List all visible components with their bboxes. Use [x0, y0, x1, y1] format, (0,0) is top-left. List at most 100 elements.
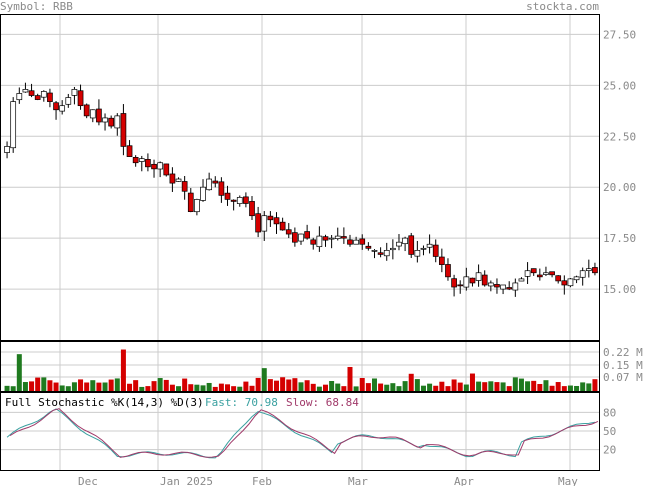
candle-body	[579, 270, 586, 278]
panel-frames	[0, 14, 600, 471]
candle-body	[377, 252, 384, 255]
stoch-tick-label: 50	[603, 425, 616, 438]
panel-frame	[0, 392, 600, 471]
candle-body	[341, 236, 347, 239]
volume-bar	[163, 379, 169, 391]
volume-bar	[329, 381, 335, 391]
volume-bar	[151, 381, 157, 391]
volume-bar	[145, 386, 151, 391]
volume-bar	[225, 384, 231, 391]
x-axis-labels: Dec Jan 2025 Feb Mar Apr May	[78, 475, 578, 486]
volume-bar	[555, 382, 561, 391]
y-axis-labels: 27.50 25.00 22.50 20.00 17.50 15.00 0.22 M0.15…	[603, 28, 643, 456]
candle-body	[292, 232, 298, 243]
candle-body	[365, 245, 372, 249]
x-tick-label: Mar	[348, 475, 368, 486]
candle-body	[83, 104, 90, 117]
candle-body	[163, 163, 170, 176]
candle-body	[230, 199, 237, 202]
candle-body	[451, 278, 457, 288]
x-tick-label: May	[558, 475, 578, 486]
candle-body	[347, 239, 353, 245]
candle-body	[536, 274, 543, 278]
volume-bar	[561, 386, 567, 391]
volume-bar	[255, 377, 261, 391]
candle-body	[175, 178, 182, 182]
volume-bar	[47, 380, 53, 391]
volume-bar	[402, 381, 408, 391]
candle-body	[206, 178, 212, 191]
volume-bar	[169, 384, 175, 391]
candle-body	[310, 239, 317, 245]
volume-bar	[335, 383, 341, 391]
candle-body	[414, 250, 421, 257]
candle-body	[475, 272, 482, 281]
candle-body	[138, 158, 145, 162]
candle-body	[457, 284, 464, 287]
candle-body	[22, 89, 29, 93]
candle-body	[567, 278, 574, 287]
volume-bar	[157, 378, 163, 391]
candle-body	[285, 229, 292, 235]
candle-body	[249, 201, 255, 217]
volume-bar	[78, 379, 84, 391]
candle-body	[151, 163, 157, 170]
volume-bar	[22, 382, 28, 391]
candle-body	[518, 278, 525, 282]
candle-body	[34, 95, 41, 100]
candle-body	[218, 181, 225, 196]
candle-body	[494, 284, 500, 288]
candle-body	[353, 239, 359, 245]
candle-body	[261, 215, 268, 232]
stoch-slow-line	[9, 408, 599, 458]
volume-bar	[414, 379, 420, 391]
volume-bar	[549, 385, 555, 391]
candle-body	[408, 235, 415, 255]
candle-body	[181, 181, 188, 192]
volume-bar	[580, 382, 586, 391]
volume-bar	[237, 386, 243, 391]
candle-body	[463, 276, 470, 288]
volume-bar	[384, 384, 390, 391]
volume-bar	[457, 382, 463, 391]
volume-bar	[280, 377, 286, 391]
volume-bar	[108, 379, 114, 391]
candle-body	[426, 243, 433, 248]
candle-body	[255, 213, 261, 233]
volume-bar	[408, 373, 414, 391]
symbol-label: Symbol: RBB	[0, 0, 73, 13]
panel-frame	[0, 341, 600, 392]
candle-body	[212, 180, 219, 184]
volume-bar	[59, 385, 65, 391]
candle-body	[16, 93, 23, 101]
candle-body	[267, 215, 274, 221]
candle-body	[224, 192, 231, 200]
candle-body	[273, 217, 280, 225]
volume-bar	[518, 378, 524, 391]
volume-bar	[592, 379, 598, 391]
volume-tick-label: 0.15 M	[603, 359, 643, 372]
volume-bar	[359, 377, 365, 391]
candle-body	[59, 105, 66, 112]
volume-bar	[35, 377, 41, 391]
candle-body	[396, 241, 402, 247]
volume-bar	[298, 382, 304, 391]
candle-body	[96, 108, 102, 123]
price-tick-label: 22.50	[603, 130, 636, 143]
candle-body	[47, 92, 53, 102]
volume-bar	[127, 383, 133, 391]
stochastic-lines	[6, 408, 599, 459]
candle-body	[543, 272, 549, 275]
candle-body	[555, 275, 562, 282]
volume-bar	[274, 380, 280, 391]
volume-bar	[341, 386, 347, 391]
volume-bar	[500, 382, 506, 391]
candle-body	[114, 115, 121, 129]
candle-body	[512, 282, 519, 291]
candle-body	[438, 256, 445, 265]
volume-bar	[506, 386, 512, 391]
site-label[interactable]: stockta.com	[526, 0, 599, 13]
candle-body	[71, 89, 78, 96]
candle-body	[132, 157, 139, 164]
